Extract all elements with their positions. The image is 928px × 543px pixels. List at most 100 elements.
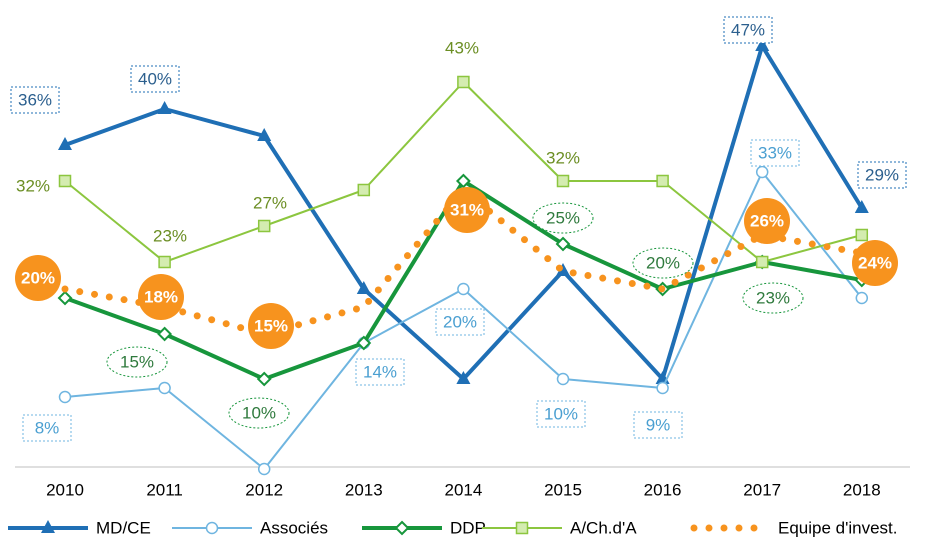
label-bubble <box>852 240 898 286</box>
data-label: 10% <box>242 403 276 422</box>
series <box>58 38 869 384</box>
data-label: 9% <box>646 415 671 434</box>
marker <box>556 263 570 276</box>
x-tick-label: 2013 <box>345 480 383 499</box>
value-label: 15% <box>106 346 168 378</box>
data-label: 29% <box>865 165 899 184</box>
x-tick-label: 2016 <box>644 480 682 499</box>
data-label: 23% <box>153 226 187 245</box>
value-label: 43% <box>445 38 479 57</box>
marker <box>57 290 73 306</box>
value-label: 31% <box>444 187 490 233</box>
value-label: 26% <box>744 198 790 244</box>
label-bubble <box>248 303 294 349</box>
data-label: 18% <box>144 287 178 306</box>
label-ellipse <box>228 397 290 429</box>
legend-item: DDP <box>362 518 486 537</box>
marker <box>457 75 470 89</box>
data-label: 25% <box>546 208 580 227</box>
label-box <box>435 308 485 336</box>
x-tick-label: 2012 <box>245 480 283 499</box>
data-label: 23% <box>756 288 790 307</box>
marker <box>556 372 570 386</box>
data-label: 8% <box>35 418 60 437</box>
label-box <box>536 400 586 428</box>
marker <box>755 255 769 269</box>
value-label: 10% <box>228 397 290 429</box>
marker <box>158 381 171 395</box>
value-label: 40% <box>130 65 180 93</box>
marker <box>41 520 55 533</box>
value-label: 27% <box>253 193 287 212</box>
data-label: 32% <box>546 148 580 167</box>
marker <box>556 174 570 188</box>
label-bubble <box>15 255 61 301</box>
legend-label: MD/CE <box>96 518 151 537</box>
marker <box>755 165 769 179</box>
marker <box>455 173 471 189</box>
value-label: 32% <box>16 176 50 195</box>
marker <box>257 128 272 141</box>
marker <box>356 281 371 294</box>
value-label: 25% <box>532 202 594 234</box>
value-label: 10% <box>536 400 586 428</box>
marker <box>58 137 72 150</box>
legend-label: Associés <box>260 518 328 537</box>
marker <box>257 219 271 233</box>
label-box <box>857 161 907 189</box>
marker <box>205 521 219 535</box>
data-label: 33% <box>758 143 792 162</box>
label-box <box>723 16 773 44</box>
data-label: 15% <box>254 316 288 335</box>
label-ellipse <box>742 282 804 314</box>
marker <box>394 520 410 536</box>
marker <box>257 462 271 476</box>
label-box <box>130 65 180 93</box>
marker <box>157 326 173 342</box>
marker <box>158 255 171 269</box>
value-label: 36% <box>10 86 60 114</box>
data-label: 31% <box>450 200 484 219</box>
label-ellipse <box>632 247 694 279</box>
marker <box>58 174 72 188</box>
label-ellipse <box>106 346 168 378</box>
label-bubble <box>444 187 490 233</box>
marker <box>356 335 372 351</box>
legend-label: A/Ch.d'A <box>570 518 637 537</box>
data-label: 32% <box>16 176 50 195</box>
value-label: 23% <box>153 226 187 245</box>
data-label: 20% <box>646 253 680 272</box>
x-tick-label: 2015 <box>544 480 582 499</box>
value-label: 20% <box>435 308 485 336</box>
legend-item: Associés <box>172 518 328 537</box>
label-box <box>750 139 800 167</box>
value-label: 33% <box>750 139 800 167</box>
value-label: 9% <box>633 411 683 439</box>
x-tick-label: 2010 <box>46 480 84 499</box>
marker <box>755 38 770 51</box>
label-bubble <box>744 198 790 244</box>
value-label: 32% <box>546 148 580 167</box>
line <box>61 185 866 338</box>
data-label: 15% <box>120 352 154 371</box>
legend-label: Equipe d'invest. <box>778 518 898 537</box>
marker <box>157 101 172 114</box>
label-bubble <box>138 274 184 320</box>
legend-item: MD/CE <box>8 518 151 537</box>
marker <box>855 228 869 242</box>
data-label: 43% <box>445 38 479 57</box>
x-tick-label: 2017 <box>743 480 781 499</box>
marker <box>357 183 371 197</box>
marker <box>256 371 272 387</box>
value-label: 20% <box>632 247 694 279</box>
data-label: 10% <box>544 404 578 423</box>
value-label: 20% <box>15 255 61 301</box>
marker <box>855 291 869 305</box>
data-label: 20% <box>21 268 55 287</box>
value-label: 8% <box>22 414 72 442</box>
legend-item: Equipe d'invest. <box>690 518 898 537</box>
data-label: 47% <box>731 20 765 39</box>
data-label: 36% <box>18 90 52 109</box>
data-label: 26% <box>750 211 784 230</box>
